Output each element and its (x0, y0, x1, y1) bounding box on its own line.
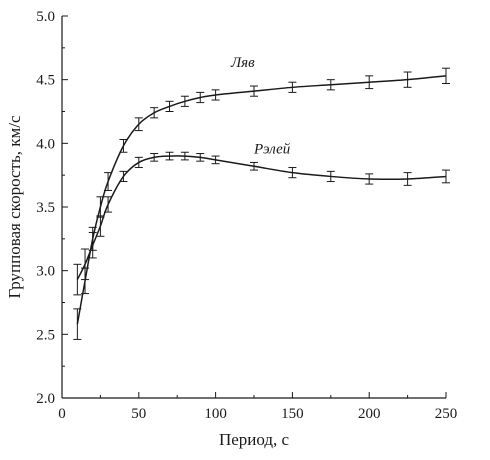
error-bar (104, 196, 113, 213)
y-tick-label: 4.0 (36, 136, 55, 152)
error-bar (134, 117, 143, 132)
error-bar (119, 139, 128, 153)
series-layer: Ляв Рэлей (73, 55, 450, 340)
y-tick-label: 3.5 (36, 200, 55, 216)
error-bar (73, 308, 82, 340)
error-bar (211, 89, 220, 101)
error-bar (442, 169, 450, 184)
error-bar (165, 151, 174, 161)
error-bar (288, 167, 297, 179)
series-label: Ляв (230, 55, 255, 71)
series-2: Рэлей (73, 142, 450, 296)
axes: 0 50 100 150 200 250 2.0 2.5 3.0 3.5 4.0 4.5 5.0 (36, 9, 457, 422)
x-tick-label: 100 (204, 406, 227, 422)
x-tick-label: 0 (58, 406, 66, 422)
series-1: Ляв (73, 55, 450, 340)
error-bar (150, 107, 159, 119)
error-bar (180, 95, 189, 107)
error-bar (288, 81, 297, 93)
y-axis-label: Групповая скорость, км/с (5, 115, 24, 298)
error-bar (73, 263, 82, 296)
error-bar (180, 151, 189, 161)
error-bar (403, 172, 412, 186)
error-bar (81, 248, 90, 281)
error-bar (88, 231, 97, 259)
error-bar (365, 173, 374, 185)
error-bar (96, 215, 105, 237)
error-bar (326, 79, 335, 91)
x-tick-label: 200 (358, 406, 381, 422)
error-bar (250, 161, 258, 171)
y-tick-label: 3.0 (36, 264, 55, 280)
series-line (76, 155, 447, 280)
y-tick-label: 4.5 (36, 73, 55, 89)
error-bar (326, 170, 335, 183)
x-tick-label: 150 (281, 406, 304, 422)
error-bar (150, 153, 159, 162)
x-axis-label: Период, с (219, 430, 290, 449)
error-bar (365, 75, 374, 90)
error-bar (165, 100, 174, 112)
error-bar (196, 153, 205, 162)
series-label: Рэлей (253, 142, 291, 158)
series-line (76, 75, 447, 325)
error-bar (134, 156, 143, 169)
error-bar (119, 170, 128, 183)
y-tick-label: 5.0 (36, 9, 55, 25)
error-bar (96, 196, 105, 218)
error-bar (211, 155, 220, 165)
error-bar (442, 67, 450, 84)
error-bar (196, 91, 205, 104)
error-bar (250, 85, 258, 97)
error-bar (104, 172, 113, 191)
x-tick-label: 50 (131, 406, 146, 422)
y-tick-label: 2.0 (36, 391, 55, 407)
x-tick-label: 250 (435, 406, 458, 422)
error-bar (403, 71, 412, 88)
y-tick-label: 2.5 (36, 327, 55, 343)
